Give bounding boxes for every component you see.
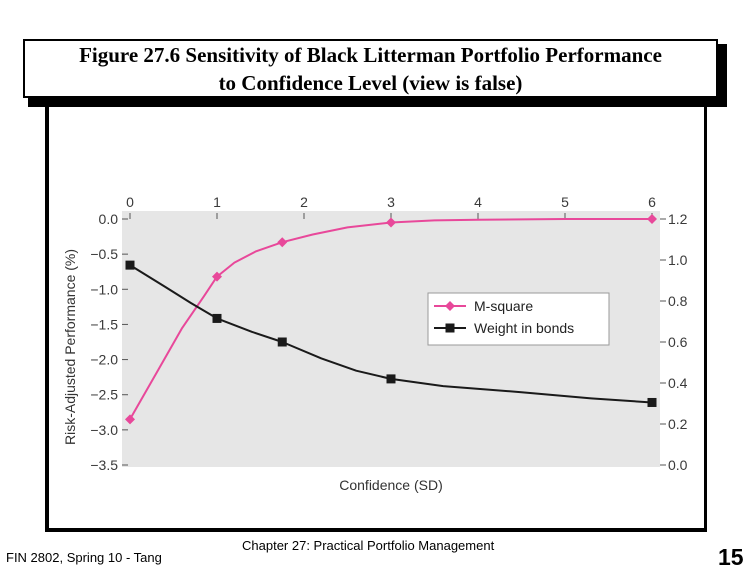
y-axis-left-label: Risk-Adjusted Performance (%) [62,249,78,445]
legend: M-square Weight in bonds [427,292,610,346]
y-left-tick-label: −1.5 [90,316,118,332]
data-point-weight-in-bonds [386,374,396,384]
footer-chapter: Chapter 27: Practical Portfolio Manageme… [242,538,495,553]
legend-marker-m-square [445,301,455,311]
data-point-weight-in-bonds [212,313,222,323]
x-tick-label: 4 [474,194,482,210]
slide-title-line-2: to Confidence Level (view is false) [218,71,523,95]
y-right-tick-label: 0.0 [668,457,688,473]
data-point-m-square [212,271,222,282]
y-left-tick-label: −2.5 [90,387,118,403]
data-point-m-square [277,237,288,248]
title-box: Figure 27.6 Sensitivity of Black Litterm… [23,39,718,98]
legend-marker-weight-in-bonds [445,323,455,333]
series-layer [125,214,657,425]
legend-box [427,292,610,346]
data-point-weight-in-bonds [647,397,657,407]
x-axis-label: Confidence (SD) [339,477,443,493]
legend-label-weight-in-bonds: Weight in bonds [474,320,574,336]
y-left-tick-label: −3.0 [90,422,118,438]
data-point-weight-in-bonds [277,337,287,347]
y-right-tick-label: 1.2 [668,211,688,227]
x-tick-label: 6 [648,194,656,210]
y-left-tick-label: −2.0 [90,352,118,368]
axis-ticks: 0 1 2 3 4 5 6 0.0 −0.5 −1.0 −1.5 −2.0 −2.5 −3.0 −3.5 1.… [90,194,687,473]
data-point-m-square [647,214,657,224]
y-right-tick-label: 1.0 [668,252,688,268]
y-right-tick-label: 0.6 [668,334,688,350]
x-tick-label: 0 [126,194,134,210]
y-left-tick-label: −0.5 [90,246,118,262]
slide-title-line-1: Figure 27.6 Sensitivity of Black Litterm… [79,43,662,67]
page-number: 15 [718,544,744,570]
x-tick-label: 3 [387,194,395,210]
y-right-tick-label: 0.8 [668,293,688,309]
footer-course: FIN 2802, Spring 10 - Tang [6,550,162,565]
y-right-tick-label: 0.4 [668,375,688,391]
data-point-m-square [125,414,135,425]
x-tick-label: 1 [213,194,221,210]
x-tick-label: 2 [300,194,308,210]
y-right-tick-label: 0.2 [668,416,688,432]
y-left-tick-label: −1.0 [90,281,118,297]
y-left-tick-label: −3.5 [90,457,118,473]
data-point-m-square [386,217,396,228]
series-line-weight-in-bonds [129,264,653,404]
data-point-weight-in-bonds [125,260,135,270]
y-left-tick-label: 0.0 [99,211,119,227]
x-tick-label: 5 [561,194,569,210]
legend-label-m-square: M-square [474,298,533,314]
